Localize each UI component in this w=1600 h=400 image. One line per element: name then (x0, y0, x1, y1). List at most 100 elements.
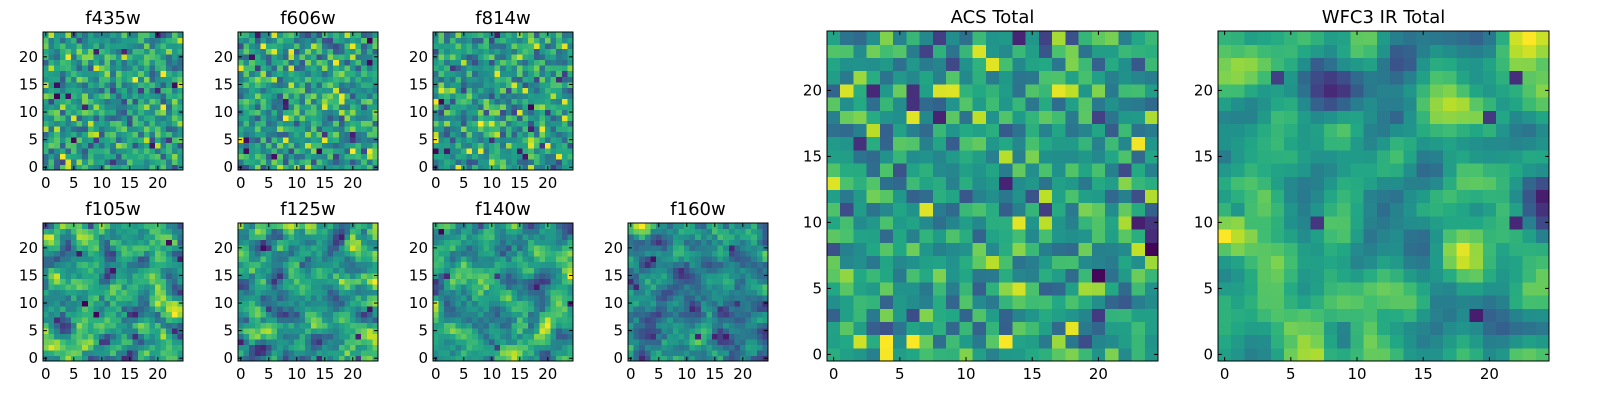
heatmap-cell (48, 164, 55, 171)
heatmap-cell (361, 223, 368, 230)
heatmap-cell (43, 294, 50, 301)
heatmap-cell (433, 344, 440, 351)
heatmap-cell (48, 316, 55, 323)
heatmap-cell (1144, 215, 1159, 230)
heatmap-cell (455, 125, 462, 132)
heatmap-cell (433, 120, 440, 127)
heatmap-cell (985, 229, 1000, 243)
heatmap-cell (294, 43, 301, 50)
heatmap-cell (545, 37, 552, 44)
heatmap-cell (143, 92, 150, 99)
heatmap-cell (466, 322, 473, 329)
heatmap-cell (550, 289, 557, 296)
heatmap-cell (656, 344, 663, 351)
heatmap-cell (333, 349, 340, 357)
heatmap-cell (1012, 295, 1027, 309)
heatmap-cell (372, 70, 379, 77)
heatmap-cell (550, 272, 557, 279)
heatmap-cell (160, 305, 167, 312)
heatmap-cell (644, 294, 651, 301)
heatmap-cell (706, 327, 713, 334)
heatmap-cell (171, 349, 178, 357)
heatmap-cell (361, 300, 368, 307)
heatmap-cell (76, 65, 83, 72)
heatmap-cell (494, 338, 501, 346)
x-tick-label: 15 (120, 365, 139, 383)
heatmap-cell (477, 316, 484, 323)
heatmap-cell (160, 333, 167, 340)
heatmap-cell (695, 234, 702, 241)
heatmap-cell (48, 32, 55, 39)
heatmap-cell (1025, 308, 1040, 322)
heatmap-cell (511, 294, 518, 301)
heatmap-cell (999, 242, 1013, 256)
heatmap-cell (723, 256, 730, 263)
heatmap-cell (500, 153, 507, 160)
heatmap-cell (461, 142, 468, 149)
heatmap-cell (138, 92, 145, 99)
heatmap-cell (866, 176, 881, 190)
heatmap-cell (110, 272, 117, 279)
heatmap-cell (132, 250, 139, 257)
heatmap-cell (260, 256, 267, 263)
heatmap-cell (93, 153, 100, 160)
heatmap-cell (522, 283, 529, 290)
heatmap-cell (717, 311, 724, 318)
heatmap-cell (271, 327, 278, 334)
heatmap-cell (477, 267, 484, 274)
heatmap-cell (305, 120, 312, 127)
heatmap-cell (533, 65, 540, 72)
heatmap-cell (959, 295, 974, 309)
heatmap-cell (723, 261, 730, 268)
heatmap-cell (550, 120, 557, 127)
heatmap-cell (254, 355, 261, 362)
heatmap-cell (327, 300, 334, 307)
heatmap-cell (756, 305, 763, 312)
heatmap-cell (455, 300, 462, 307)
heatmap-cell (171, 245, 178, 252)
heatmap-cell (372, 43, 379, 50)
heatmap-cell (104, 272, 111, 279)
heatmap-cell (689, 289, 696, 296)
heatmap-cell (305, 125, 312, 132)
heatmap-cell (338, 59, 345, 66)
heatmap-cell (327, 87, 334, 94)
heatmap-cell (110, 305, 117, 312)
heatmap-cell (243, 316, 250, 323)
heatmap-cell (483, 289, 490, 296)
heatmap-cell (361, 256, 368, 263)
heatmap-cell (539, 125, 546, 132)
heatmap-cell (906, 202, 921, 217)
heatmap-cell (310, 327, 317, 334)
heatmap-cell (438, 158, 445, 166)
heatmap-cell (539, 147, 546, 155)
heatmap-cell (327, 92, 334, 99)
heatmap-cell (644, 283, 651, 290)
heatmap-cell (277, 272, 284, 279)
heatmap-cell (866, 163, 881, 177)
heatmap-cell (1065, 255, 1080, 270)
heatmap-cell (121, 223, 128, 230)
heatmap-cell (751, 234, 758, 241)
heatmap-cell (449, 250, 456, 257)
heatmap-cell (438, 65, 445, 72)
x-tick-label: 0 (431, 365, 441, 383)
heatmap-cell (48, 338, 55, 346)
heatmap-cell (294, 87, 301, 94)
x-tick-label: 0 (626, 365, 636, 383)
heatmap-cell (155, 158, 162, 166)
heatmap-cell (539, 158, 546, 166)
heatmap-cell (299, 70, 306, 77)
heatmap-cell (316, 250, 323, 257)
heatmap-cell (511, 164, 518, 171)
heatmap-cell (489, 48, 496, 55)
heatmap-cell (160, 300, 167, 307)
heatmap-cell (143, 311, 150, 318)
heatmap-cell (840, 229, 855, 243)
heatmap-cell (104, 109, 111, 116)
heatmap-cell (517, 103, 524, 110)
heatmap-cell (438, 54, 445, 61)
heatmap-cell (177, 316, 184, 323)
